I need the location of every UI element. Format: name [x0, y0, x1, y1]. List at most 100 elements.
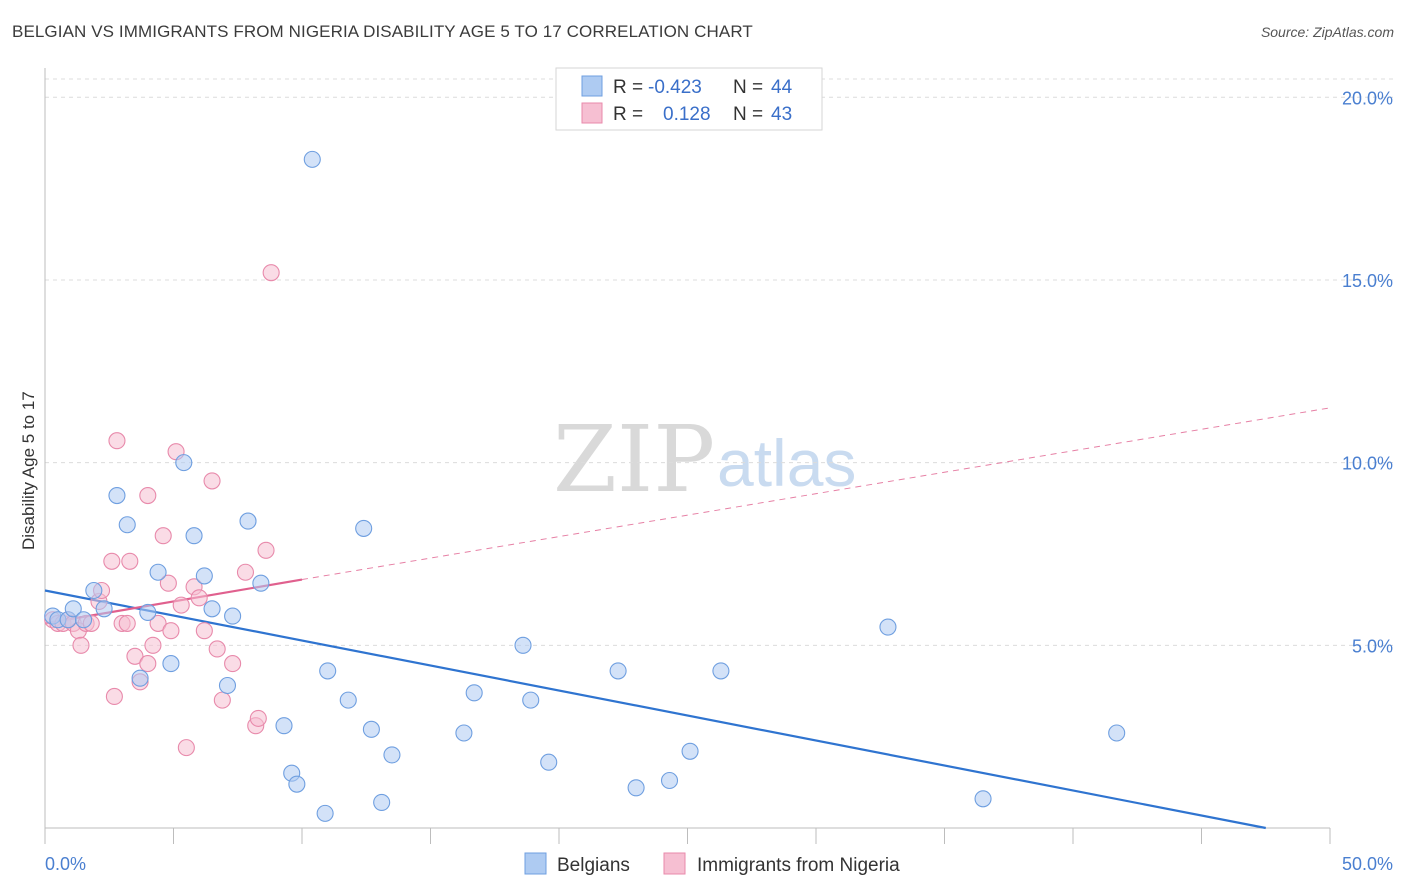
- belgian-point: [275, 717, 293, 735]
- legend-r-label-1: R =: [613, 77, 643, 98]
- belgian-point: [514, 636, 532, 654]
- belgian-point: [85, 581, 103, 600]
- belgian-point: [609, 662, 627, 680]
- y-tick-label: 20.0%: [1342, 88, 1393, 108]
- belgian-point: [316, 804, 334, 822]
- stats-legend: R = -0.423 N = 44 R = 0.128 N = 43: [555, 67, 823, 131]
- nigeria-point: [177, 739, 195, 757]
- nigeria-point: [105, 687, 123, 706]
- belgian-point: [383, 746, 401, 764]
- belgians-trend-line: [44, 589, 1266, 830]
- belgian-point: [203, 600, 221, 618]
- nigeria-point: [139, 655, 157, 673]
- legend-swatch-nigeria: [581, 102, 603, 124]
- belgian-point: [339, 691, 357, 709]
- source-credit: Source: ZipAtlas.com: [1260, 24, 1394, 40]
- belgian-point: [195, 567, 213, 585]
- belgian-point: [1108, 724, 1126, 742]
- legend-n-label-1: N =: [733, 77, 763, 98]
- belgian-point: [303, 150, 321, 168]
- belgian-point: [288, 775, 306, 793]
- y-tick-label: 15.0%: [1342, 271, 1393, 291]
- belgian-point: [879, 618, 897, 636]
- belgian-point: [162, 655, 180, 673]
- nigeria-point: [103, 552, 121, 570]
- nigeria-point: [126, 647, 144, 665]
- y-axis-label: Disability Age 5 to 17: [19, 391, 38, 550]
- nigeria-point: [159, 574, 177, 592]
- belgian-point: [75, 611, 93, 629]
- nigeria-point: [154, 527, 172, 545]
- gridlines: [45, 78, 1393, 646]
- legend-n-label-2: N =: [733, 104, 763, 125]
- chart-title: BELGIAN VS IMMIGRANTS FROM NIGERIA DISAB…: [12, 22, 753, 41]
- nigeria-point: [108, 432, 126, 450]
- nigeria-point: [203, 472, 221, 490]
- belgian-point: [64, 600, 82, 618]
- belgian-point: [218, 676, 237, 695]
- belgian-point: [455, 724, 473, 742]
- y-tick-label: 5.0%: [1352, 636, 1393, 656]
- nigeria-point: [144, 636, 162, 654]
- belgian-point: [522, 691, 540, 709]
- bottom-legend-label-nigeria: Immigrants from Nigeria: [697, 855, 900, 876]
- y-tick-labels: 5.0% 10.0% 15.0% 20.0%: [1342, 88, 1393, 656]
- nigeria-point: [190, 589, 208, 607]
- belgian-point: [239, 512, 257, 530]
- bottom-legend-swatch-nigeria: [663, 852, 686, 875]
- belgian-point: [540, 753, 558, 771]
- belgian-point: [252, 574, 270, 592]
- belgian-point: [627, 779, 645, 797]
- x-tick-marks: [44, 828, 1331, 844]
- x-tick-label-max: 50.0%: [1342, 854, 1393, 874]
- nigeria-point: [213, 691, 231, 709]
- belgian-point: [95, 600, 113, 618]
- series-legend: Belgians Immigrants from Nigeria: [524, 852, 900, 876]
- belgian-point: [362, 720, 380, 738]
- belgian-point: [712, 662, 730, 680]
- nigeria-point: [118, 614, 136, 632]
- nigeria-point: [208, 640, 226, 658]
- belgian-point: [373, 793, 391, 811]
- nigeria-point: [172, 596, 190, 614]
- belgian-point: [131, 669, 149, 687]
- legend-n-value-1: 44: [771, 77, 793, 98]
- legend-swatch-belgians: [581, 75, 603, 97]
- nigeria-point: [195, 622, 213, 640]
- belgian-point: [465, 684, 483, 702]
- nigeria-point: [257, 541, 275, 559]
- belgian-point: [319, 662, 337, 680]
- belgian-point: [355, 519, 373, 537]
- belgian-point: [681, 742, 699, 760]
- bottom-legend-label-belgians: Belgians: [557, 855, 630, 876]
- belgian-point: [118, 516, 136, 534]
- nigeria-point: [236, 563, 255, 581]
- nigeria-point: [121, 552, 139, 570]
- legend-n-value-2: 43: [771, 104, 792, 125]
- bottom-legend-swatch-belgians: [524, 852, 547, 875]
- belgian-point: [108, 486, 126, 505]
- nigeria-points: [44, 264, 280, 757]
- belgian-point: [224, 607, 242, 625]
- nigeria-point: [249, 709, 267, 727]
- belgian-points: [44, 150, 1126, 822]
- x-tick-label-min: 0.0%: [45, 854, 86, 874]
- watermark-zip: ZIP: [553, 406, 715, 513]
- nigeria-point: [224, 655, 242, 673]
- belgian-point: [185, 527, 203, 545]
- legend-r-value-1: -0.423: [648, 77, 702, 98]
- nigeria-point: [149, 614, 167, 632]
- belgian-point: [660, 771, 679, 790]
- legend-r-value-2: 0.128: [663, 104, 711, 125]
- nigeria-point: [162, 622, 180, 640]
- nigeria-trend-line-extrapolated: [301, 407, 1331, 581]
- nigeria-point: [262, 264, 280, 282]
- watermark-atlas: atlas: [717, 426, 856, 500]
- nigeria-point: [139, 486, 157, 505]
- belgian-point: [149, 563, 167, 581]
- y-tick-label: 10.0%: [1342, 454, 1393, 474]
- belgian-point: [139, 603, 157, 621]
- legend-r-label-2: R =: [613, 104, 643, 125]
- belgian-point: [974, 790, 992, 808]
